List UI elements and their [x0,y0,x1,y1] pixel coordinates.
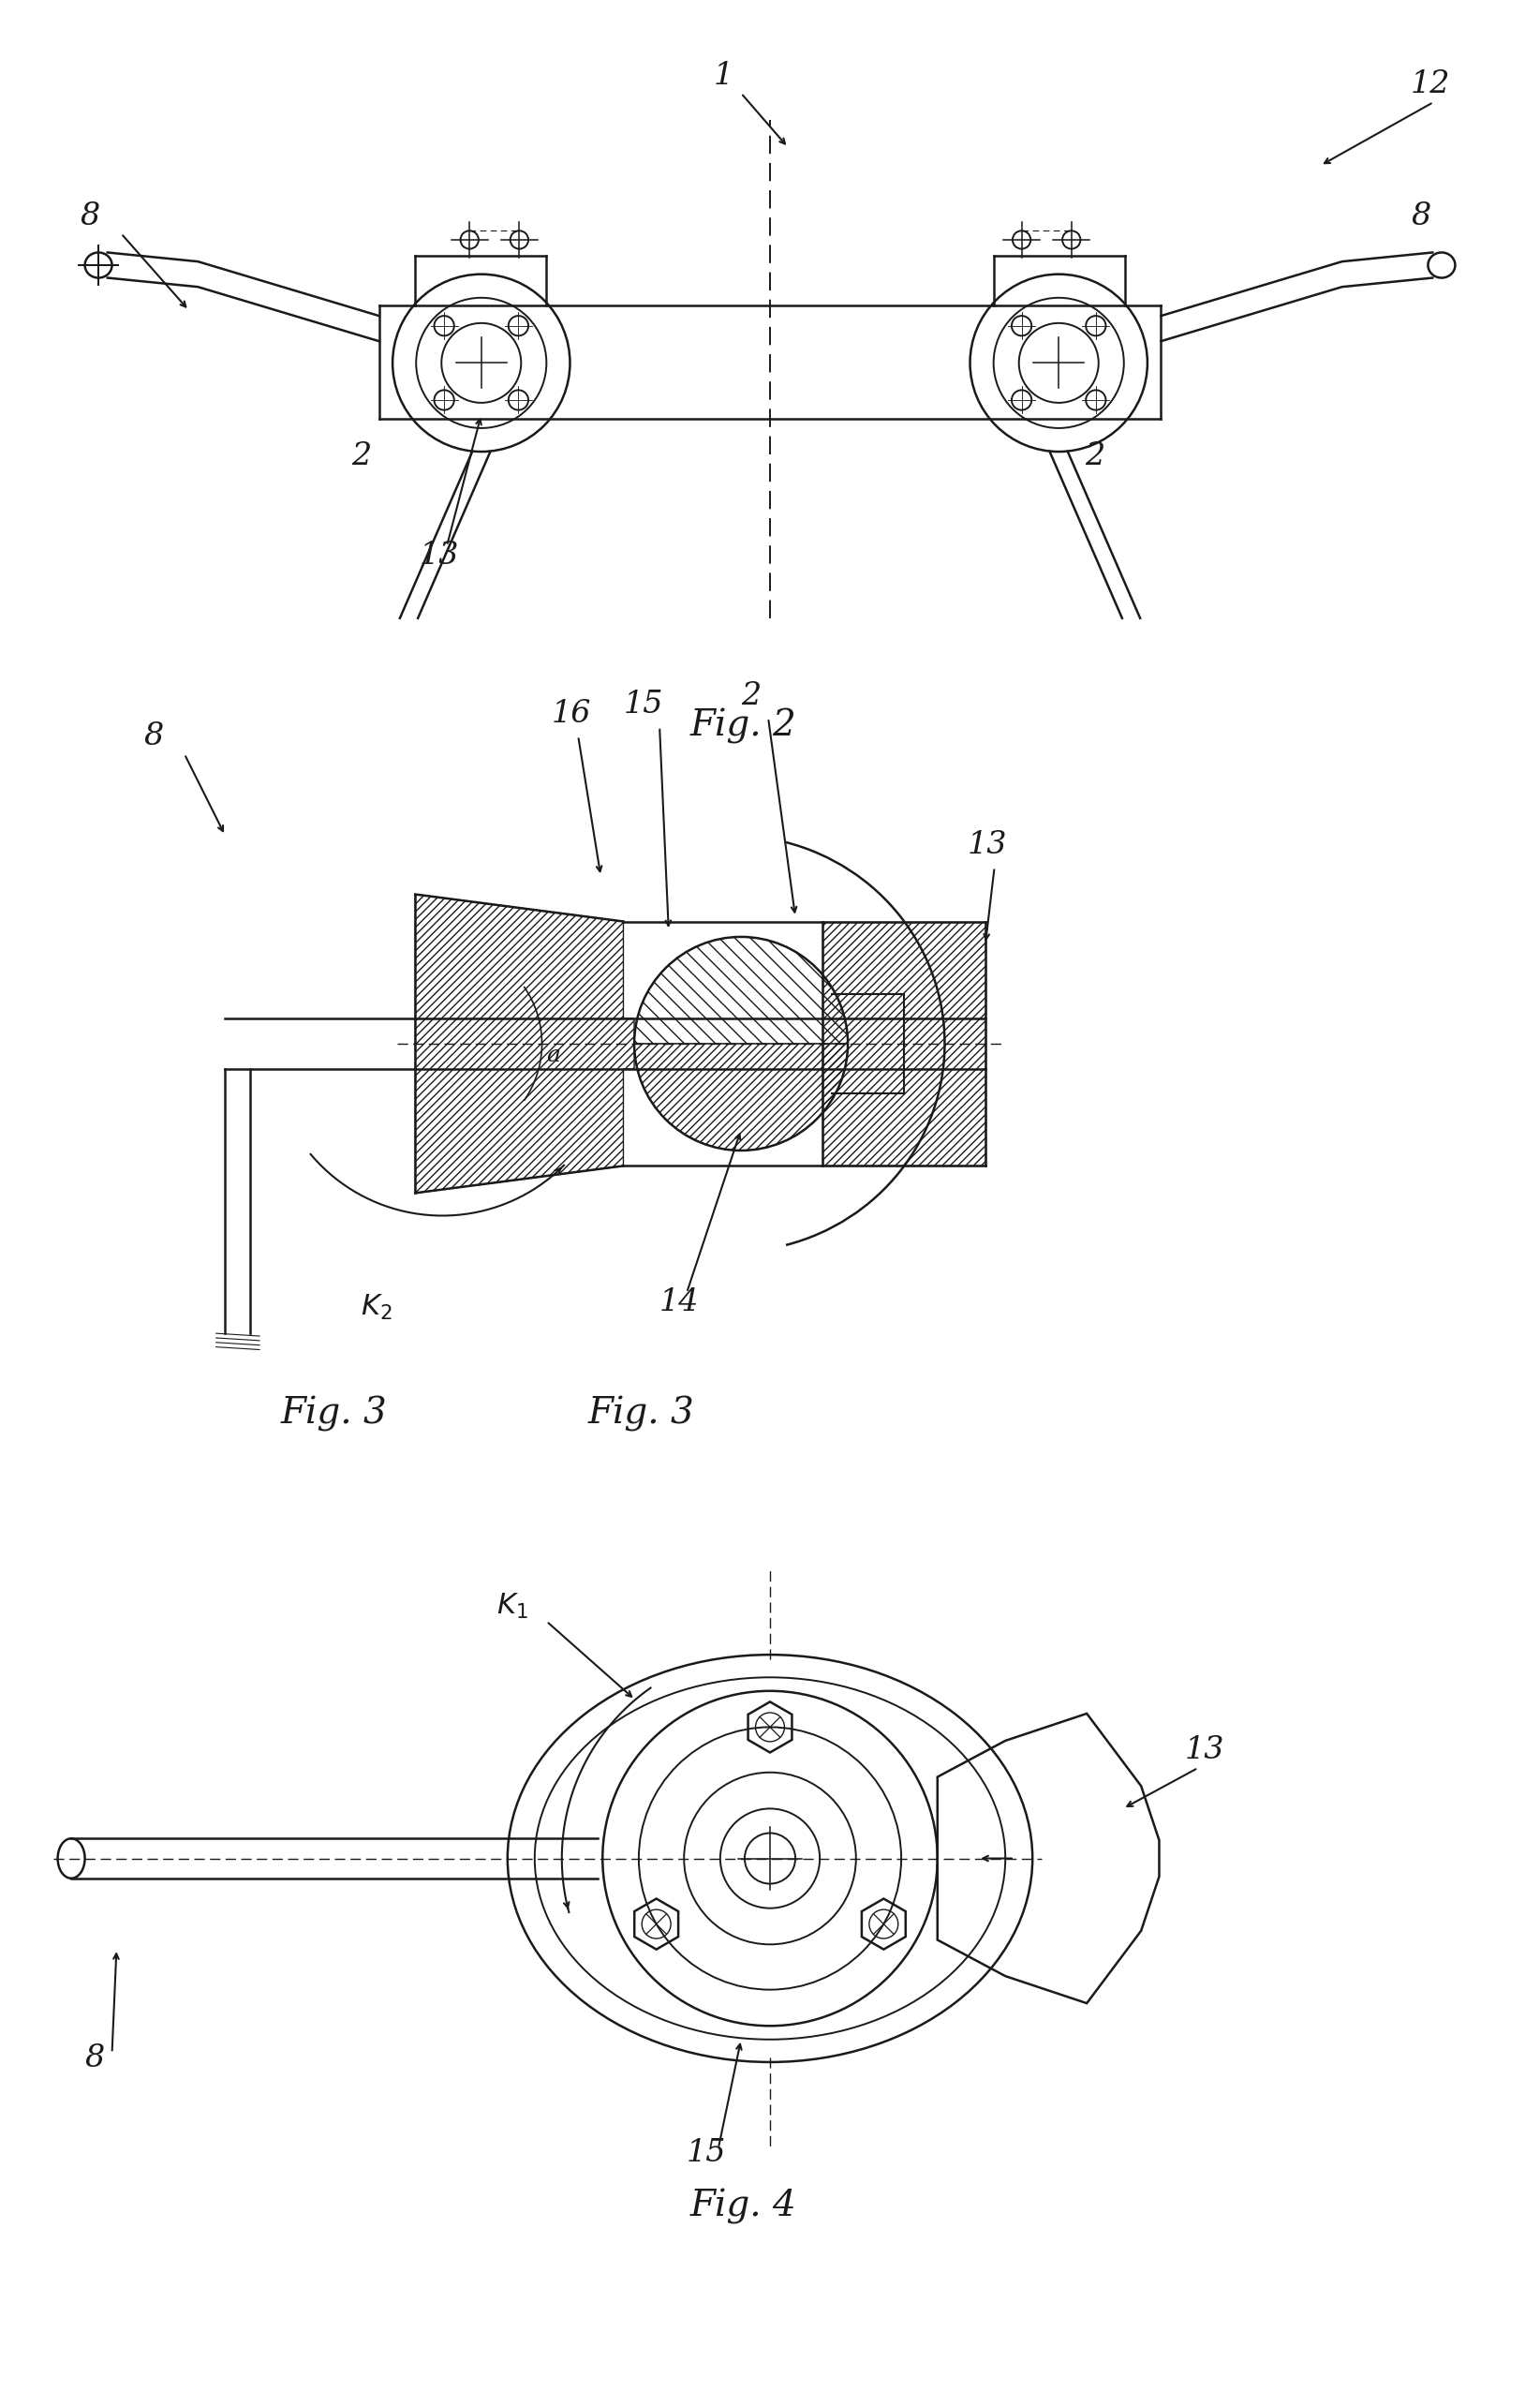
Text: 13: 13 [420,541,459,570]
Text: 2: 2 [741,681,761,710]
Text: Fig. 3: Fig. 3 [588,1395,695,1432]
Text: 15: 15 [624,691,664,719]
Text: 13: 13 [967,830,1007,859]
Text: 14: 14 [659,1287,699,1316]
Text: $K_2$: $K_2$ [360,1292,393,1321]
Text: 8: 8 [85,2043,105,2074]
Text: 12: 12 [1411,70,1451,99]
Text: 2: 2 [351,440,371,472]
Text: 15: 15 [687,2139,727,2168]
Text: 2: 2 [1086,440,1104,472]
Text: $K_1$: $K_1$ [497,1590,528,1622]
Text: Fig. 2: Fig. 2 [690,707,796,743]
Text: 1: 1 [715,60,733,91]
Text: a: a [547,1044,561,1066]
Text: 13: 13 [1184,1735,1224,1766]
Text: Fig. 3: Fig. 3 [280,1395,387,1432]
Text: 8: 8 [143,722,163,751]
Text: 8: 8 [1411,202,1431,231]
Text: 16: 16 [551,698,591,729]
Text: Fig. 4: Fig. 4 [690,2189,796,2223]
Text: 8: 8 [80,202,100,231]
